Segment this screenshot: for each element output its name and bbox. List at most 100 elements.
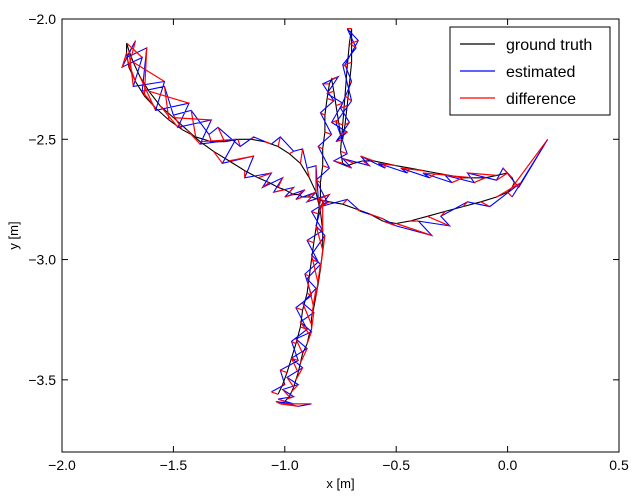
difference-segment xyxy=(186,129,201,145)
difference-segment xyxy=(473,177,486,184)
difference-segment xyxy=(502,167,513,179)
difference-segment xyxy=(378,162,397,167)
difference-segment xyxy=(342,198,348,205)
x-tick-label: −1.0 xyxy=(271,457,299,473)
legend: ground truth estimated difference xyxy=(449,26,611,116)
difference-segment xyxy=(277,398,286,403)
legend-label-difference: difference xyxy=(506,91,576,108)
legend-label-ground-truth: ground truth xyxy=(506,37,592,54)
difference-segment xyxy=(335,138,343,143)
difference-segment xyxy=(348,81,353,85)
difference-segment xyxy=(295,367,304,381)
plot-area xyxy=(120,28,549,407)
difference-segment xyxy=(306,278,315,308)
x-tick-label: 0.0 xyxy=(498,457,518,473)
difference-segment xyxy=(291,357,299,362)
difference-segment xyxy=(335,102,343,107)
difference-segment xyxy=(208,134,212,142)
axes-frame xyxy=(61,18,620,453)
difference-segment xyxy=(315,225,324,251)
difference-segment xyxy=(320,198,328,203)
y-axis-label: y [m] xyxy=(6,221,21,249)
difference-segment xyxy=(277,136,281,147)
difference-segment xyxy=(362,160,370,167)
difference-segment xyxy=(141,90,157,109)
y-tick-label: −2.0 xyxy=(28,11,56,27)
difference-segment xyxy=(440,210,446,217)
difference-segment xyxy=(128,40,137,68)
difference-segment xyxy=(331,119,339,123)
difference-segment xyxy=(340,131,348,136)
difference-segment xyxy=(284,194,294,198)
difference-segment xyxy=(297,189,306,196)
difference-segment xyxy=(351,40,359,44)
difference-segment xyxy=(360,155,375,162)
difference-segment xyxy=(467,172,497,176)
difference-segment xyxy=(344,95,352,102)
difference-segment xyxy=(331,76,339,80)
difference-segment xyxy=(342,64,348,68)
difference-segment xyxy=(126,57,137,82)
difference-segment xyxy=(277,177,284,188)
difference-segment xyxy=(291,384,299,393)
difference-segment xyxy=(315,264,321,296)
difference-segment xyxy=(200,138,236,143)
difference-segment xyxy=(427,215,450,227)
y-tick-label: −3.0 xyxy=(28,252,56,268)
difference-segment xyxy=(302,302,313,325)
x-axis-label: x [m] xyxy=(326,476,354,491)
ticks: −2.0 −1.5 −1.0 −0.5 0.0 0.5 −2.0 −2.5 −3.0 −3.5 xyxy=(28,11,629,473)
difference-segment xyxy=(310,254,319,284)
difference-segment xyxy=(462,201,468,208)
difference-segment xyxy=(324,131,332,136)
difference-segment xyxy=(355,208,361,212)
difference-segment xyxy=(257,172,272,179)
difference-segment xyxy=(344,61,352,66)
difference-segment xyxy=(213,150,223,164)
difference-segment xyxy=(306,239,315,244)
difference-segment xyxy=(275,400,281,405)
difference-segment xyxy=(132,61,165,83)
difference-segment xyxy=(286,396,294,400)
difference-segment xyxy=(306,191,317,198)
difference-segment xyxy=(306,331,313,345)
difference-segment xyxy=(280,369,288,374)
difference-segment xyxy=(346,165,352,169)
difference-segment xyxy=(317,194,330,200)
difference-segment xyxy=(310,288,317,318)
difference-segment xyxy=(262,182,270,188)
difference-segment xyxy=(264,141,272,145)
difference-segment xyxy=(299,321,310,335)
difference-segment xyxy=(299,148,304,164)
difference-segment xyxy=(320,112,326,116)
difference-segment xyxy=(382,220,397,227)
difference-segment xyxy=(311,210,319,215)
difference-segment xyxy=(349,42,357,49)
series-estimated-line xyxy=(120,28,549,407)
difference-segment xyxy=(271,391,279,395)
x-tick-label: 0.5 xyxy=(609,457,629,473)
difference-segment xyxy=(295,196,303,200)
difference-segment xyxy=(126,42,143,58)
difference-segment xyxy=(496,182,522,198)
legend-label-estimated: estimated xyxy=(506,64,575,81)
difference-segment xyxy=(496,172,508,181)
difference-segment xyxy=(310,312,315,330)
difference-segment xyxy=(217,127,226,142)
difference-segment xyxy=(190,110,197,138)
difference-segment xyxy=(273,189,285,193)
difference-segment xyxy=(289,150,294,155)
difference-segment xyxy=(507,191,513,198)
difference-segment xyxy=(326,97,335,102)
x-tick-label: −0.5 xyxy=(382,457,410,473)
difference-segment xyxy=(396,222,432,237)
difference-segment xyxy=(295,307,303,311)
difference-segment xyxy=(445,174,475,179)
difference-segment xyxy=(317,145,323,150)
difference-segment xyxy=(163,86,170,121)
difference-segment xyxy=(306,167,310,178)
difference-segment xyxy=(400,167,423,172)
difference-segment xyxy=(342,157,355,164)
x-tick-label: −2.0 xyxy=(48,457,76,473)
